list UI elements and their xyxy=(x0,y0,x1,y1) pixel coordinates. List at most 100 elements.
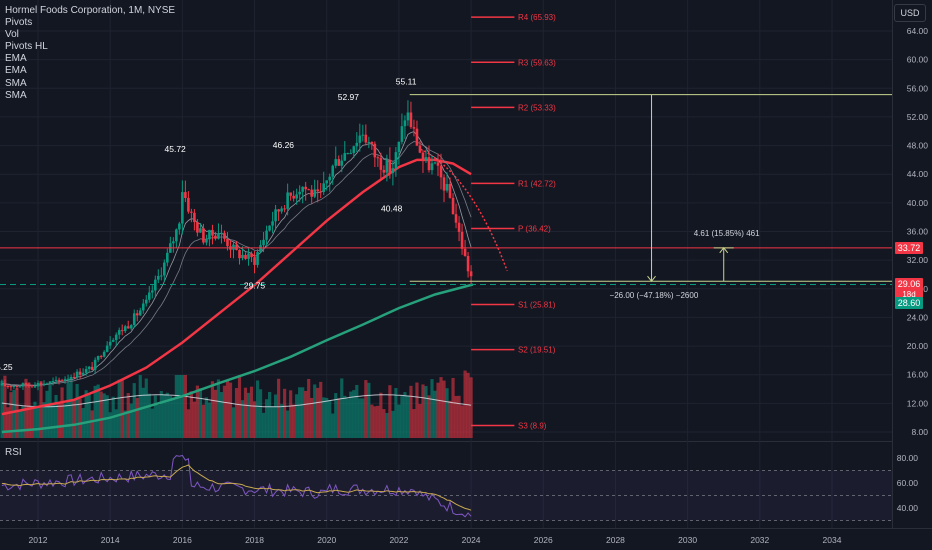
volume-bar xyxy=(117,379,121,438)
symbol-title[interactable]: Hormel Foods Corporation, 1M, NYSE xyxy=(5,5,176,16)
volume-bar xyxy=(141,387,145,438)
candle-body xyxy=(135,313,139,316)
volume-bar xyxy=(225,379,230,438)
volume-bar xyxy=(240,400,245,438)
volume-bar xyxy=(436,382,440,438)
candle-body xyxy=(90,366,94,370)
time-tick-label: 2020 xyxy=(317,535,336,545)
volume-bar xyxy=(237,375,242,438)
candle-body xyxy=(96,356,100,360)
indicator-pivots[interactable]: Pivots xyxy=(5,17,33,29)
indicator-vol[interactable]: Vol xyxy=(5,29,19,41)
candle-body xyxy=(27,385,31,387)
volume-bar xyxy=(331,413,335,438)
volume-bar xyxy=(304,390,308,438)
pane-separator xyxy=(0,441,892,442)
indicator-sma-1[interactable]: SMA xyxy=(5,77,27,89)
time-tick-label: 2012 xyxy=(29,535,48,545)
candle-body xyxy=(454,214,458,223)
volume-bar xyxy=(30,408,34,438)
swing-label-15-25: 15.25 xyxy=(0,362,13,372)
volume-bar xyxy=(373,406,377,438)
time-tick-label: 2034 xyxy=(823,535,842,545)
candle-body xyxy=(337,159,341,166)
volume-bar xyxy=(90,410,94,438)
volume-bar xyxy=(430,379,434,438)
volume-bar xyxy=(267,392,272,438)
candle-body xyxy=(421,152,425,161)
volume-bar xyxy=(418,403,422,438)
candle-body xyxy=(190,211,193,213)
volume-bar xyxy=(36,407,40,438)
volume-bar xyxy=(322,397,326,438)
volume-bar xyxy=(9,392,13,438)
candle-body xyxy=(147,292,151,300)
volume-bar xyxy=(258,389,263,438)
price-axis-border xyxy=(892,0,893,528)
candle-body xyxy=(117,330,121,335)
indicator-ema-1[interactable]: EMA xyxy=(5,53,27,65)
candle-body xyxy=(259,245,262,252)
volume-bar xyxy=(174,375,178,438)
candle-body xyxy=(108,341,112,346)
volume-bar xyxy=(165,392,169,438)
volume-bar xyxy=(403,392,407,438)
volume-bar xyxy=(138,375,142,438)
volume-bar xyxy=(358,398,362,438)
indicator-sma-2[interactable]: SMA xyxy=(5,89,27,101)
candle-body xyxy=(325,180,329,184)
candle-body xyxy=(30,385,34,387)
volume-bar xyxy=(466,372,470,438)
indicator-pivots-hl[interactable]: Pivots HL xyxy=(5,41,48,53)
volume-bar xyxy=(352,390,356,438)
volume-bar xyxy=(319,381,323,438)
volume-bar xyxy=(144,378,148,438)
volume-bar xyxy=(135,398,139,438)
time-tick-label: 2026 xyxy=(534,535,553,545)
volume-bar xyxy=(84,390,88,438)
volume-bar xyxy=(147,393,151,438)
indicator-ema-2[interactable]: EMA xyxy=(5,65,27,77)
price-tick-label: 8.00 xyxy=(911,427,928,437)
pivot-label-p: P (36.42) xyxy=(518,224,551,233)
candle-body xyxy=(6,386,10,388)
volume-bar xyxy=(273,394,278,438)
volume-bar xyxy=(54,394,58,438)
volume-bar xyxy=(349,391,353,438)
time-tick-label: 2032 xyxy=(750,535,769,545)
volume-bar xyxy=(72,400,76,438)
volume-bar xyxy=(126,393,130,438)
candle-body xyxy=(451,197,455,215)
candle-body xyxy=(346,153,350,155)
candle-body xyxy=(193,212,196,223)
candle-body xyxy=(60,380,64,382)
candle-body xyxy=(226,238,229,247)
price-tag-last: 29.06 xyxy=(895,278,923,290)
volume-bar xyxy=(153,395,157,438)
volume-bar xyxy=(406,396,410,438)
volume-bar xyxy=(388,385,392,438)
rsi-label[interactable]: RSI xyxy=(5,447,22,458)
volume-bar xyxy=(195,385,200,438)
candle-body xyxy=(286,192,289,209)
candle-body xyxy=(316,189,320,192)
candle-body xyxy=(238,249,241,259)
volume-bar xyxy=(255,380,260,438)
volume-bar xyxy=(355,384,359,438)
rsi-tick-label: 80.00 xyxy=(897,453,919,463)
candle-body xyxy=(262,239,265,246)
pivot-label-r2: R2 (53.33) xyxy=(518,103,556,112)
candle-body xyxy=(141,303,145,311)
candle-body xyxy=(205,239,208,243)
currency-button[interactable]: USD xyxy=(894,4,926,22)
candle-body xyxy=(361,134,365,136)
volume-bar xyxy=(246,392,251,438)
volume-bar xyxy=(216,379,221,438)
candle-body xyxy=(364,134,368,143)
price-tick-label: 48.00 xyxy=(907,141,929,151)
volume-bar xyxy=(213,389,218,438)
candle-body xyxy=(184,192,187,199)
volume-bar xyxy=(96,384,100,438)
volume-bar xyxy=(376,405,380,438)
